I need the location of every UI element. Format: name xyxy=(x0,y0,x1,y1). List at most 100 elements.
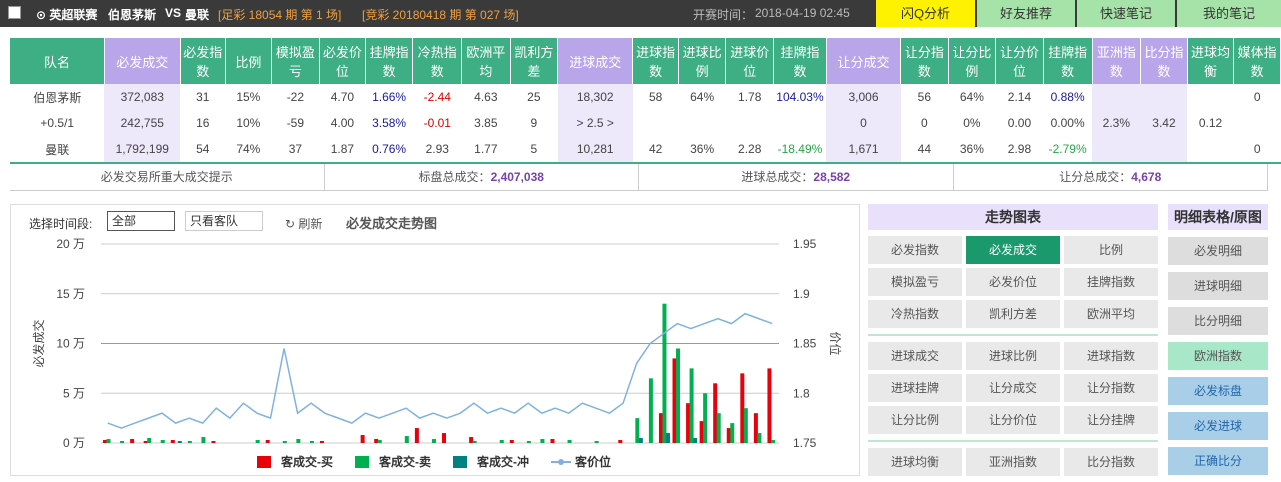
cell: 0 xyxy=(921,116,928,130)
bar xyxy=(374,439,379,443)
bar xyxy=(594,441,599,443)
cell: 4.00 xyxy=(330,116,355,130)
panel-button[interactable]: 比分指数 xyxy=(1064,448,1158,476)
cell xyxy=(1140,136,1188,164)
bar xyxy=(469,437,474,443)
period-select[interactable]: 全部 xyxy=(107,211,175,231)
bar xyxy=(319,441,324,443)
cell: 56 xyxy=(917,90,932,104)
cell: 1.66% xyxy=(372,90,407,104)
panel-button[interactable]: 进球比例 xyxy=(966,342,1060,370)
detail-button[interactable]: 必发进球 xyxy=(1168,412,1268,440)
header-cell: 进球均衡 xyxy=(1187,38,1235,84)
refresh[interactable]: ↻ 刷新 xyxy=(285,217,323,231)
filter-select[interactable]: 只看客队 xyxy=(185,211,263,231)
panel-button[interactable]: 让分指数 xyxy=(1064,374,1158,402)
detail-button[interactable]: 必发标盘 xyxy=(1168,377,1268,405)
y-tick-label: 5 万 xyxy=(63,386,85,400)
header-cell: 凯利方差 xyxy=(510,38,559,84)
bar xyxy=(770,440,775,443)
row: +0.5/1 242,755 16 10% -59 4.00 3.58% -0.01 3.85 9… xyxy=(10,110,1281,136)
bar xyxy=(103,440,107,443)
summary-label: 必发交易所重大成交提示 xyxy=(100,170,233,184)
header-cell: 挂牌指数 xyxy=(773,38,827,84)
button[interactable]: 闪Q分析 xyxy=(876,0,975,27)
panel-button[interactable]: 让分比例 xyxy=(868,406,962,434)
button[interactable]: 快速笔记 xyxy=(1077,0,1175,27)
panel-button[interactable]: 挂牌指数 xyxy=(1064,268,1158,296)
panel-button[interactable]: 进球均衡 xyxy=(868,448,962,476)
cell xyxy=(1092,84,1141,110)
panel-button[interactable]: 必发价位 xyxy=(966,268,1060,296)
cell: 74% xyxy=(225,136,272,164)
panel-button[interactable]: 欧洲平均 xyxy=(1064,300,1158,328)
summary-value: 4,678 xyxy=(1131,170,1162,184)
panel-button[interactable]: 进球挂牌 xyxy=(868,374,962,402)
panel-button[interactable]: 进球成交 xyxy=(868,342,962,370)
y2-tick-label: 1.75 xyxy=(793,436,817,450)
bar xyxy=(201,437,206,443)
cell: 5 xyxy=(510,136,558,164)
bar xyxy=(665,433,670,443)
panel-button[interactable]: 进球指数 xyxy=(1064,342,1158,370)
panel-button[interactable]: 让分价位 xyxy=(966,406,1060,434)
panel-button[interactable]: 冷热指数 xyxy=(868,300,962,328)
detail-button[interactable]: 进球明细 xyxy=(1168,272,1268,300)
button[interactable]: 我的笔记 xyxy=(1177,0,1281,27)
panel-button[interactable]: 必发指数 xyxy=(868,236,962,264)
detail-button[interactable]: 正确比分 xyxy=(1168,447,1268,475)
panel-button[interactable]: 亚洲指数 xyxy=(966,448,1060,476)
panel-button[interactable]: 比例 xyxy=(1064,236,1158,264)
cell xyxy=(633,110,678,136)
cell: -2.79% xyxy=(1043,136,1093,164)
row: 伯恩茅斯 372,083 31 15% -22 4.70 1.66% -2.44 4.63 25 1… xyxy=(10,84,1281,110)
cell: 0 xyxy=(1233,136,1281,164)
button[interactable]: 好友推荐 xyxy=(977,0,1075,27)
header-cell: 进球价位 xyxy=(725,38,775,84)
panel-button[interactable]: 凯利方差 xyxy=(966,300,1060,328)
detail-button[interactable]: 比分明细 xyxy=(1168,307,1268,335)
panel-button[interactable]: 必发成交 xyxy=(966,236,1060,264)
bar xyxy=(143,441,148,443)
cell: 1.78 xyxy=(738,90,762,104)
bar xyxy=(130,439,135,443)
cell: 2.98 xyxy=(995,136,1044,164)
away-team: 曼联 xyxy=(185,8,210,22)
cell: -2.44 xyxy=(423,90,451,104)
bar xyxy=(147,438,152,443)
cell: 0.00% xyxy=(1050,116,1085,130)
panel-button[interactable]: 模拟盈亏 xyxy=(868,268,962,296)
y2-tick-label: 1.95 xyxy=(793,237,817,251)
header-cell: 让分成交 xyxy=(826,38,902,84)
header-cell: 模拟盈亏 xyxy=(271,38,321,84)
bar xyxy=(106,439,111,443)
cell: -59 xyxy=(286,116,305,130)
checkbox[interactable] xyxy=(8,6,21,19)
legend-swatch xyxy=(257,456,271,468)
legend-swatch xyxy=(453,456,467,468)
cell: > 2.5 > xyxy=(557,110,633,136)
cell: 0.00 xyxy=(1007,116,1032,130)
panel-title: 明细表格/原图 xyxy=(1168,204,1268,230)
bar xyxy=(442,433,446,443)
header-cell: 让分比例 xyxy=(948,38,997,84)
panel-button[interactable]: 让分成交 xyxy=(966,374,1060,402)
bar xyxy=(282,441,287,443)
detail-button[interactable]: 必发明细 xyxy=(1168,237,1268,265)
bar xyxy=(672,358,677,443)
cell: 3.85 xyxy=(474,116,498,130)
home-team: 伯恩茅斯 xyxy=(108,8,157,22)
bar xyxy=(255,440,260,443)
time-label: 开赛时间： xyxy=(693,8,754,22)
detail-button[interactable]: 欧洲指数 xyxy=(1168,342,1268,370)
header-row: 队名 必发成交 必发指数 比例 模拟盈亏 必发价位 挂牌指数 冷热指数 欧洲平均 凯利方差 进球成交… xyxy=(10,38,1281,84)
panel-title: 走势图表 xyxy=(868,204,1158,230)
bar xyxy=(414,428,419,443)
header-cell: 比例 xyxy=(225,38,272,84)
panel-button[interactable]: 让分挂牌 xyxy=(1064,406,1158,434)
period-label: 选择时间段: xyxy=(29,217,93,231)
bar xyxy=(662,303,667,443)
bar xyxy=(540,439,545,443)
cell: 36% xyxy=(948,136,996,164)
